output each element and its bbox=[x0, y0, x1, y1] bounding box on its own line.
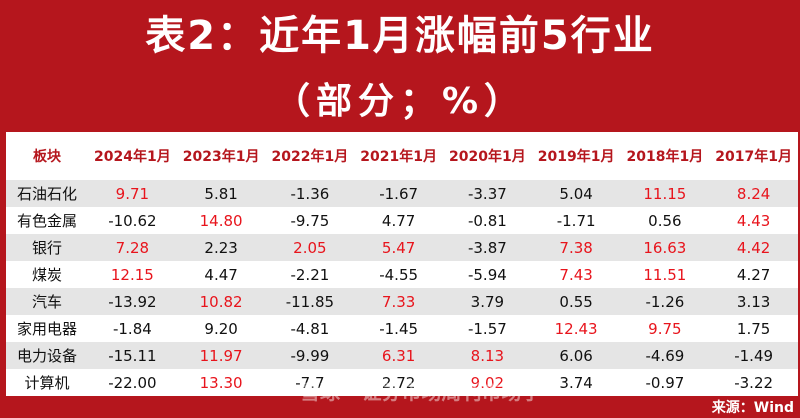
column-header: 板块 bbox=[33, 149, 61, 165]
table-cell: -1.67 bbox=[379, 184, 419, 203]
table-cell: -9.75 bbox=[290, 211, 330, 230]
table-cell: -1.45 bbox=[379, 319, 419, 338]
table-cell: -1.36 bbox=[290, 184, 330, 203]
table-cell: -3.22 bbox=[734, 373, 774, 392]
title-banner: 表2：近年1月涨幅前5行业 （部分；%） bbox=[0, 0, 800, 130]
table-cell: -13.92 bbox=[108, 292, 157, 311]
table-cell: 14.80 bbox=[199, 211, 243, 230]
table-cell: 2.05 bbox=[293, 238, 327, 257]
table-cell: -3.87 bbox=[467, 238, 507, 257]
table-cell: -0.81 bbox=[467, 211, 507, 230]
table-cell: 16.63 bbox=[643, 238, 687, 257]
table-cell: -7.7 bbox=[295, 373, 325, 392]
table-cell: 13.30 bbox=[199, 373, 243, 392]
table-cell: 9.02 bbox=[470, 373, 505, 392]
source-note: 来源：Wind bbox=[711, 400, 794, 416]
table-cell: 5.04 bbox=[559, 184, 593, 203]
table-cell: -1.57 bbox=[467, 319, 507, 338]
table-cell: -1.26 bbox=[645, 292, 685, 311]
table-cell: 3.74 bbox=[559, 373, 593, 392]
table-cell: 0.56 bbox=[648, 211, 682, 230]
row-label: 银行 bbox=[31, 239, 62, 257]
column-header: 2023年1月 bbox=[182, 149, 260, 165]
column-header: 2019年1月 bbox=[537, 149, 615, 165]
table-cell: 7.43 bbox=[559, 265, 593, 284]
column-header: 2018年1月 bbox=[626, 149, 704, 165]
row-label: 计算机 bbox=[24, 374, 70, 392]
table-row: 煤炭 12.15 4.47 -2.21 -4.55 -5.94 7.43 11.51 4.27 bbox=[6, 261, 798, 288]
row-label: 电力设备 bbox=[16, 347, 77, 365]
table-cell: 4.27 bbox=[736, 265, 771, 284]
table-cell: 9.20 bbox=[204, 319, 238, 338]
table-cell: -2.21 bbox=[290, 265, 330, 284]
table-cell: -1.84 bbox=[112, 319, 152, 338]
data-table: 板块 2024年1月 2023年1月 2022年1月 2021年1月 2020年1月 201… bbox=[6, 132, 798, 396]
table-cell: 4.47 bbox=[204, 265, 238, 284]
table-cell: 7.33 bbox=[381, 292, 416, 311]
table-cell: -11.85 bbox=[285, 292, 335, 311]
table-cell: 1.75 bbox=[736, 319, 771, 338]
table-cell: 4.77 bbox=[381, 211, 416, 230]
table-row: 计算机 -22.00 13.30 -7.7 2.72 9.02 3.74 -0.97 -3.22 bbox=[6, 369, 798, 396]
table-cell: 7.28 bbox=[115, 238, 150, 257]
table-cell: -0.97 bbox=[645, 373, 685, 392]
table-cell: 11.51 bbox=[643, 265, 687, 284]
table-cell: 3.79 bbox=[470, 292, 505, 311]
table-cell: 4.42 bbox=[736, 238, 771, 257]
column-header: 2024年1月 bbox=[94, 149, 171, 165]
table-cell: -4.81 bbox=[290, 319, 330, 338]
table-cell: 11.97 bbox=[199, 346, 243, 365]
table-row: 家用电器 -1.84 9.20 -4.81 -1.45 -1.57 12.43 9.75 1.7… bbox=[6, 315, 798, 342]
table-cell: 6.06 bbox=[559, 346, 593, 365]
table-cell: 12.43 bbox=[554, 319, 598, 338]
table-row: 汽车 -13.92 10.82 -11.85 7.33 3.79 0.55 -1.26 3.13 bbox=[6, 288, 798, 315]
table-cell: 3.13 bbox=[736, 292, 771, 311]
row-label: 汽车 bbox=[31, 293, 62, 311]
column-header: 2021年1月 bbox=[360, 149, 437, 165]
table-cell: 0.55 bbox=[559, 292, 593, 311]
table-cell: 7.38 bbox=[559, 238, 593, 257]
table-cell: -15.11 bbox=[108, 346, 157, 365]
table-cell: 4.43 bbox=[736, 211, 771, 230]
table-row: 石油石化 9.71 5.81 -1.36 -1.67 -3.37 5.04 11.15 8.24 bbox=[6, 180, 798, 207]
table-cell: -9.99 bbox=[290, 346, 330, 365]
row-label: 石油石化 bbox=[16, 185, 77, 203]
table-cell: 10.82 bbox=[199, 292, 243, 311]
table-row: 有色金属 -10.62 14.80 -9.75 4.77 -0.81 -1.71 0.56 4.… bbox=[6, 207, 798, 234]
table-cell: -5.94 bbox=[467, 265, 507, 284]
table-row: 电力设备 -15.11 11.97 -9.99 6.31 8.13 6.06 -4.69 -1.… bbox=[6, 342, 798, 369]
column-header: 2022年1月 bbox=[271, 149, 349, 165]
table-cell: -3.37 bbox=[467, 184, 507, 203]
table-cell: 8.24 bbox=[736, 184, 771, 203]
table-cell: -1.49 bbox=[734, 346, 774, 365]
row-label: 有色金属 bbox=[16, 212, 77, 230]
table-cell: 5.47 bbox=[381, 238, 416, 257]
table-cell: 9.71 bbox=[115, 184, 150, 203]
row-label: 家用电器 bbox=[16, 320, 77, 338]
page-subtitle: （部分；%） bbox=[273, 81, 527, 122]
table-cell: 8.13 bbox=[470, 346, 505, 365]
table-cell: -10.62 bbox=[108, 211, 157, 230]
row-label: 煤炭 bbox=[31, 266, 62, 284]
table-cell: 6.31 bbox=[381, 346, 416, 365]
table-cell: -4.69 bbox=[645, 346, 685, 365]
table-cell: -1.71 bbox=[556, 211, 596, 230]
page-title: 表2：近年1月涨幅前5行业 bbox=[145, 13, 655, 59]
table-cell: 12.15 bbox=[110, 265, 154, 284]
column-header: 2017年1月 bbox=[715, 149, 792, 165]
table-cell: 5.81 bbox=[204, 184, 238, 203]
table-cell: -4.55 bbox=[379, 265, 419, 284]
table-cell: -22.00 bbox=[108, 373, 157, 392]
table-cell: 2.23 bbox=[204, 238, 238, 257]
table-cell: 11.15 bbox=[643, 184, 687, 203]
column-header: 2020年1月 bbox=[449, 149, 526, 165]
table-cell: 2.72 bbox=[381, 373, 416, 392]
table-cell: 9.75 bbox=[648, 319, 682, 338]
table-row: 银行 7.28 2.23 2.05 5.47 -3.87 7.38 16.63 4.42 bbox=[6, 234, 798, 261]
header-row: 板块 2024年1月 2023年1月 2022年1月 2021年1月 2020年1月 201… bbox=[6, 132, 798, 180]
